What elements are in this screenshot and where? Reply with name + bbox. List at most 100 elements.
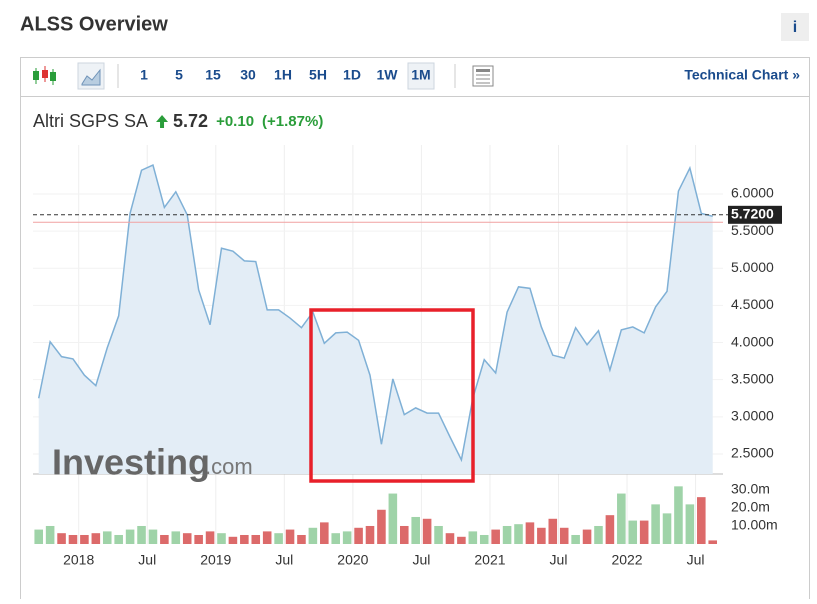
watermark-brand: Investing <box>52 442 210 483</box>
y-tick-label: 6.0000 <box>731 185 774 201</box>
quote-price: 5.72 <box>173 111 208 131</box>
info-label: i <box>793 19 797 36</box>
price-area <box>38 165 713 474</box>
volume-tick-label: 30.0m <box>731 481 770 497</box>
volume-bar <box>548 518 558 544</box>
interval-button[interactable]: 30 <box>240 67 256 83</box>
table-icon[interactable] <box>472 65 494 87</box>
x-tick-label: Jul <box>275 552 293 568</box>
volume-bar <box>194 534 203 544</box>
x-tick-label: Jul <box>687 552 705 568</box>
interval-button[interactable]: 1W <box>377 67 399 83</box>
volume-bar <box>160 534 169 544</box>
volume-bar <box>354 527 363 544</box>
volume-bar <box>594 525 603 544</box>
volume-bar <box>697 497 706 544</box>
volume-bar <box>45 525 55 544</box>
volume-bar <box>68 534 78 544</box>
volume-bar <box>479 534 489 544</box>
plot: 2018 Jul 2019 Jul 2020 Jul 2021 Jul 2022 Jul 2.500… <box>33 145 782 568</box>
quote-change: +0.10 <box>216 113 254 130</box>
volume-bar <box>502 525 512 544</box>
volume-bar <box>582 529 592 544</box>
technical-chart-link[interactable]: Technical Chart » <box>684 67 800 83</box>
volume-bar <box>457 536 466 544</box>
quote-change-pct: (+1.87%) <box>262 113 323 130</box>
volume-bar <box>617 493 626 544</box>
volume-bar <box>80 534 89 544</box>
last-price-box <box>728 205 782 224</box>
last-price-label: 5.7200 <box>731 206 774 222</box>
candle-icon[interactable] <box>33 66 56 85</box>
volume-bar <box>342 531 352 544</box>
volume-bar <box>445 533 455 544</box>
volume-bar <box>491 529 500 544</box>
widget-border <box>20 57 810 604</box>
x-tick-label: 2019 <box>200 552 231 568</box>
volume-bar <box>285 529 295 544</box>
volume-bar <box>262 531 272 544</box>
volume-tick-label: 10.00m <box>731 517 778 533</box>
volume-bar <box>708 540 718 544</box>
y-tick-label: 3.0000 <box>731 408 774 424</box>
y-tick-label: 4.0000 <box>731 333 774 349</box>
volume-bar <box>525 522 535 544</box>
volume-bar <box>228 536 238 544</box>
y-tick-label: 4.5000 <box>731 296 774 312</box>
interval-button[interactable]: 5 <box>175 67 183 83</box>
volume-bar <box>331 533 341 544</box>
interval-button[interactable]: 1D <box>343 67 361 83</box>
volume-bar <box>537 527 546 544</box>
volume-bar <box>171 531 181 544</box>
volume-bar <box>57 533 66 544</box>
price-line <box>37 164 713 463</box>
y-tick-label: 3.5000 <box>731 370 774 386</box>
y-tick-label: 5.0000 <box>731 259 774 275</box>
x-tick-label: Jul <box>412 552 430 568</box>
x-tick-label: Jul <box>138 552 156 568</box>
volume-bar <box>411 516 420 544</box>
up-arrow <box>156 115 169 128</box>
volume-bar <box>514 524 523 544</box>
quote: Altri SGPS SA 5.72 +0.10 (+1.87%) <box>33 111 323 131</box>
quote-name: Altri SGPS SA <box>33 111 148 131</box>
volume-bar <box>468 531 478 544</box>
x-tick-label: 2021 <box>474 552 505 568</box>
interval-selected <box>407 62 435 90</box>
y-tick-label: 5.5000 <box>731 222 774 238</box>
volume-bar <box>399 525 409 544</box>
volume-bar <box>274 533 283 544</box>
interval-button[interactable]: 5H <box>309 67 327 83</box>
interval-button[interactable]: 15 <box>205 67 221 83</box>
interval-button[interactable]: 1H <box>274 67 292 83</box>
watermark-suffix: .com <box>205 454 253 479</box>
volume-bar <box>320 522 329 544</box>
volume-bar <box>651 504 660 544</box>
title: ALSS Overview <box>20 13 168 35</box>
volume-bar <box>685 504 695 544</box>
x-tick-label: 2020 <box>337 552 368 568</box>
volume-bar <box>125 529 135 544</box>
volume-bar <box>365 525 375 544</box>
info-button[interactable] <box>781 13 809 41</box>
y-tick-label: 2.5000 <box>731 445 774 461</box>
volume-bar <box>182 533 192 544</box>
volume-bar <box>297 534 306 544</box>
x-tick-label: Jul <box>550 552 568 568</box>
volume-bar <box>205 531 215 544</box>
area-icon <box>81 68 101 86</box>
volume-bar <box>422 518 432 544</box>
volume-bar <box>662 513 672 544</box>
volume-bar <box>251 534 261 544</box>
volume-bar <box>559 527 569 544</box>
volume-bar <box>639 520 649 544</box>
interval-button[interactable]: 1 <box>140 67 148 83</box>
interval-button[interactable]: 1M <box>411 67 430 83</box>
volume-bar <box>240 534 249 544</box>
volume-bar <box>114 534 123 544</box>
volume-bar <box>91 533 101 544</box>
volume-bar <box>102 531 112 544</box>
volume-tick-label: 20.0m <box>731 499 770 515</box>
